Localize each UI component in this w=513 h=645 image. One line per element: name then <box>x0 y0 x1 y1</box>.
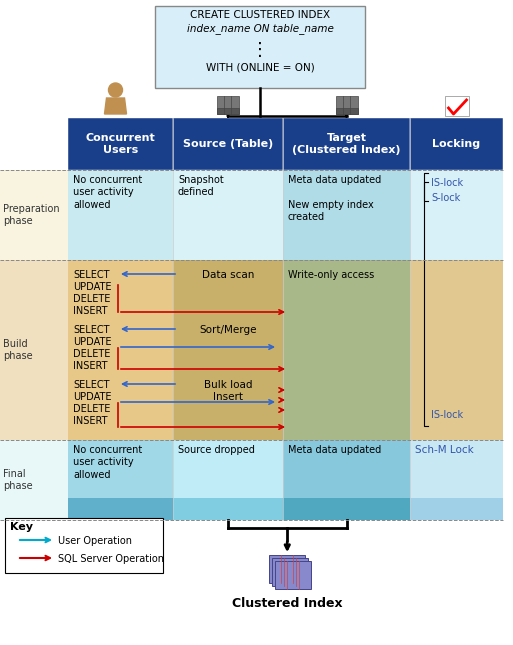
Bar <box>283 440 410 498</box>
Text: Final
phase: Final phase <box>3 469 33 491</box>
Bar <box>217 108 239 114</box>
Bar <box>173 498 283 520</box>
Text: UPDATE
DELETE
INSERT: UPDATE DELETE INSERT <box>73 337 111 371</box>
Text: IS-lock: IS-lock <box>431 178 463 188</box>
Text: Sort/Merge: Sort/Merge <box>199 325 256 335</box>
Text: Clustered Index: Clustered Index <box>232 597 343 610</box>
Bar <box>68 498 173 520</box>
Bar <box>173 260 283 440</box>
Bar <box>283 260 410 440</box>
Bar <box>410 260 503 440</box>
Text: CREATE CLUSTERED INDEX: CREATE CLUSTERED INDEX <box>190 10 330 20</box>
Text: No concurrent
user activity
allowed: No concurrent user activity allowed <box>73 445 142 480</box>
Text: Locking: Locking <box>432 139 481 149</box>
Bar <box>68 260 173 440</box>
Text: IS-lock: IS-lock <box>431 410 463 420</box>
Bar <box>5 518 163 573</box>
Text: Source dropped: Source dropped <box>178 445 255 455</box>
Bar <box>410 118 503 170</box>
Text: Source (Table): Source (Table) <box>183 139 273 149</box>
Text: SELECT: SELECT <box>73 380 109 390</box>
Bar <box>68 118 173 170</box>
Bar <box>275 561 311 589</box>
Bar <box>173 440 283 498</box>
Text: No concurrent
user activity
allowed: No concurrent user activity allowed <box>73 175 142 210</box>
Bar <box>217 96 239 114</box>
Polygon shape <box>105 98 127 114</box>
Text: index_name ON table_name: index_name ON table_name <box>187 23 333 34</box>
Text: Write-only access: Write-only access <box>288 270 374 280</box>
Text: ⋮: ⋮ <box>251 41 269 59</box>
Bar <box>68 440 173 498</box>
Text: Data scan: Data scan <box>202 270 254 280</box>
Text: Sch-M Lock: Sch-M Lock <box>415 445 473 455</box>
Text: Build
phase: Build phase <box>3 339 33 361</box>
Text: Meta data updated: Meta data updated <box>288 445 381 455</box>
Bar <box>0 260 68 440</box>
Bar <box>0 440 68 520</box>
Bar <box>444 96 468 116</box>
Text: WITH (ONLINE = ON): WITH (ONLINE = ON) <box>206 63 314 73</box>
Bar <box>283 498 410 520</box>
Text: Target
(Clustered Index): Target (Clustered Index) <box>292 133 401 155</box>
Text: User Operation: User Operation <box>58 536 132 546</box>
Text: UPDATE
DELETE
INSERT: UPDATE DELETE INSERT <box>73 392 111 426</box>
Bar <box>410 498 503 520</box>
Bar <box>272 558 308 586</box>
Text: S-lock: S-lock <box>431 193 460 203</box>
Bar <box>0 170 68 260</box>
Text: SQL Server Operation: SQL Server Operation <box>58 554 164 564</box>
Bar <box>410 170 503 260</box>
Text: SELECT: SELECT <box>73 325 109 335</box>
Text: UPDATE
DELETE
INSERT: UPDATE DELETE INSERT <box>73 282 111 316</box>
Text: Preparation
phase: Preparation phase <box>3 204 60 226</box>
Text: Meta data updated

New empty index
created: Meta data updated New empty index create… <box>288 175 381 222</box>
Bar <box>173 118 283 170</box>
Text: Snapshot
defined: Snapshot defined <box>178 175 224 197</box>
Bar <box>336 96 358 114</box>
Bar <box>68 170 173 260</box>
Bar <box>155 6 365 88</box>
Text: Concurrent
Users: Concurrent Users <box>86 133 155 155</box>
Bar <box>336 108 358 114</box>
Bar <box>283 118 410 170</box>
Circle shape <box>109 83 123 97</box>
Text: Bulk load
Insert: Bulk load Insert <box>204 380 252 402</box>
Bar <box>410 440 503 498</box>
Bar <box>283 170 410 260</box>
Text: Key: Key <box>10 522 33 532</box>
Bar <box>269 555 305 583</box>
Bar <box>173 170 283 260</box>
Text: SELECT: SELECT <box>73 270 109 280</box>
